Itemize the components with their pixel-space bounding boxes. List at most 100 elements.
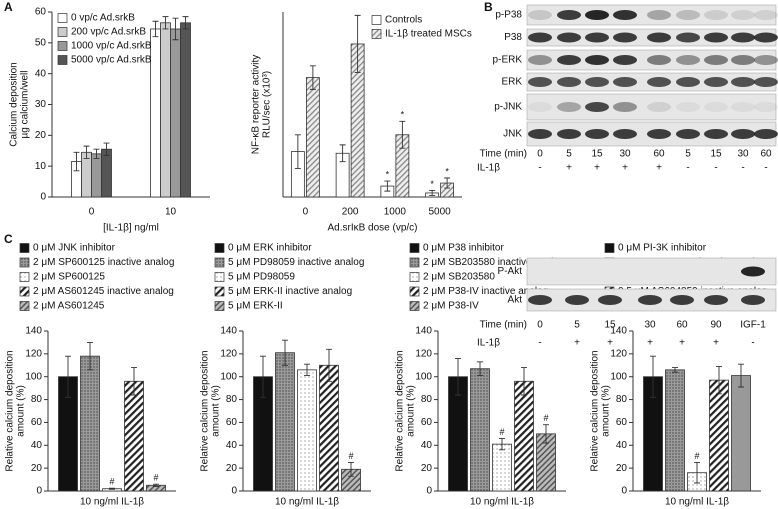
legend-label: 2 μM AS601245 inactive analog [33, 286, 174, 297]
legend-swatch [604, 243, 615, 253]
y-tick-label: 20 [616, 463, 628, 474]
x-tick-label: 10 ng/ml IL-1β [275, 497, 339, 508]
bar [150, 28, 161, 198]
blot-band [731, 102, 755, 112]
error-bar [716, 365, 722, 395]
blot-band [585, 102, 609, 112]
blot-band [585, 77, 609, 87]
time-value: 30 [737, 149, 749, 160]
time-label: Time (min) [480, 149, 527, 160]
legend-swatch [409, 301, 420, 311]
error-bar [83, 145, 90, 159]
blot-band [528, 295, 552, 305]
blot-row-label: JNK [503, 129, 522, 140]
blot-band [676, 55, 700, 65]
y-axis-label: Relative calcium deposition [200, 350, 211, 471]
error-bar [282, 339, 288, 366]
significance-mark: # [153, 473, 158, 483]
blot-band [754, 10, 778, 20]
blot-band [731, 32, 755, 43]
error-bar [172, 17, 179, 41]
blot-band [676, 129, 700, 139]
significance-mark: * [401, 110, 405, 120]
legend-label: 0 vp/c Ad.srkB [71, 13, 135, 24]
y-axis-label: Relative calcium deposition [5, 350, 16, 471]
y-tick-label: 100 [25, 371, 42, 382]
x-axis-label: [IL-1β] ng/ml [103, 223, 159, 234]
x-axis-label: Ad.srIκB dose (vp/c) [327, 223, 417, 234]
bar [709, 379, 729, 492]
blot-band [585, 55, 609, 65]
y-tick-label: 120 [25, 348, 42, 359]
blot-row-label: p-JNK [494, 102, 522, 113]
x-tick-label: 0 [303, 207, 309, 218]
y-tick-label: 100 [220, 371, 237, 382]
y-tick-label: 60 [226, 417, 238, 428]
legend-swatch [214, 257, 225, 268]
treatment-value: - [538, 338, 541, 349]
error-bar [339, 144, 346, 163]
error-bar [384, 180, 391, 192]
blot-band [754, 102, 778, 112]
blot-band [731, 77, 755, 87]
legend-swatch [19, 257, 30, 268]
bar [160, 22, 171, 198]
treatment-value: + [656, 163, 662, 174]
error-bar [354, 14, 361, 73]
blot-band [704, 55, 728, 65]
blot-row-label: Akt [508, 295, 523, 306]
blot-band [704, 10, 728, 20]
error-bar [672, 367, 678, 373]
y-axis-label: Relative calcium deposition [590, 350, 601, 471]
y-axis-label: NF-κB reporter activity [251, 55, 262, 154]
y-tick-label: 50 [35, 37, 47, 48]
blot-band [528, 55, 552, 65]
blot-band [676, 77, 700, 87]
blot-band [731, 55, 755, 65]
legend-swatch [409, 243, 420, 253]
bar [91, 153, 102, 198]
blot-band [741, 295, 765, 305]
y-tick-label: 20 [31, 463, 43, 474]
treatment-value: + [594, 163, 600, 174]
y-tick-label: 10 [35, 161, 47, 172]
legend-swatch [57, 55, 68, 65]
y-tick-label: 120 [220, 348, 237, 359]
time-value: 15 [710, 149, 722, 160]
legend-label: 0 μM PI-3K inhibitor [618, 243, 707, 254]
error-bar [103, 142, 110, 156]
error-bar [73, 151, 80, 172]
legend-swatch [409, 286, 420, 297]
significance-mark: # [499, 427, 504, 437]
y-tick-label: 140 [610, 326, 627, 337]
legend-label: 2 μM SP600125 inactive analog [33, 257, 174, 268]
blot-band [647, 32, 671, 43]
blot-band [676, 102, 700, 112]
y-tick-label: 0 [40, 192, 46, 203]
bar [170, 28, 181, 198]
error-bar [182, 16, 189, 30]
treatment-value: - [741, 163, 744, 174]
y-tick-label: 60 [421, 417, 433, 428]
treatment-value: + [679, 338, 685, 349]
blot-band [613, 32, 637, 43]
bar [275, 352, 295, 492]
significance-mark: # [543, 413, 548, 423]
y-tick-label: 140 [25, 326, 42, 337]
y-tick-label: 40 [226, 440, 238, 451]
bar [180, 22, 191, 198]
blot-band [670, 295, 694, 305]
legend-label: 0 μM JNK inhibitor [33, 243, 116, 254]
legend-swatch [19, 243, 30, 253]
y-tick-label: 40 [421, 440, 433, 451]
significance-mark: # [348, 451, 353, 461]
error-bar [65, 355, 71, 398]
blot-band [585, 10, 609, 20]
time-value: 5 [685, 149, 691, 160]
treatment-value: + [647, 338, 653, 349]
blot-band [704, 129, 728, 139]
blot-band [704, 77, 728, 87]
error-bar [304, 363, 310, 377]
legend-label: 2 μM AS601245 [33, 301, 105, 312]
y-axis-label: RLU/sec (x10³) [262, 71, 273, 138]
